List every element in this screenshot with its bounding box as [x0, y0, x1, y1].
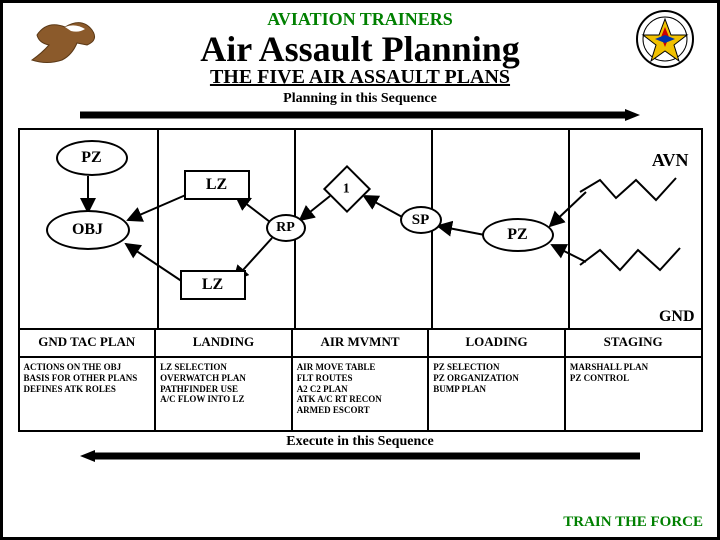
node-rp: RP: [266, 214, 306, 242]
details-row: ACTIONS ON THE OBJBASIS FOR OTHER PLANSD…: [20, 356, 701, 430]
node-label: OBJ: [72, 221, 103, 239]
footer-text: TRAIN THE FORCE: [563, 514, 703, 531]
sub-title: THE FIVE AIR ASSAULT PLANS: [3, 66, 717, 89]
node-label: 1: [331, 182, 361, 198]
col-header: AIR MVMNT: [293, 330, 430, 356]
node-pz-right: PZ: [482, 218, 554, 252]
node-lz-top: LZ: [184, 170, 250, 200]
main-title: Air Assault Planning: [3, 28, 717, 70]
execute-sequence-label: Execute in this Sequence: [3, 434, 717, 450]
col-divider: [568, 130, 570, 328]
node-sp: SP: [400, 206, 442, 234]
column-headers: GND TAC PLAN LANDING AIR MVMNT LOADING S…: [20, 330, 701, 356]
detail-cell: LZ SELECTIONOVERWATCH PLANPATHFINDER USE…: [156, 358, 293, 430]
planning-sequence-label: Planning in this Sequence: [3, 91, 717, 107]
node-one: 1: [322, 165, 370, 213]
col-header: LANDING: [156, 330, 293, 356]
detail-cell: AIR MOVE TABLEFLT ROUTESA2 C2 PLANATK A/…: [293, 358, 430, 430]
col-header: LOADING: [429, 330, 566, 356]
execute-arrow: [80, 450, 640, 462]
detail-cell: PZ SELECTIONPZ ORGANIZATIONBUMP PLAN: [429, 358, 566, 430]
node-obj: OBJ: [46, 210, 130, 250]
node-label: SP: [412, 212, 430, 229]
node-lz-bottom: LZ: [180, 270, 246, 300]
header: AVIATION TRAINERS Air Assault Planning T…: [3, 3, 717, 126]
node-label: PZ: [81, 149, 101, 167]
node-label: LZ: [206, 176, 227, 194]
avn-label: AVN: [652, 150, 689, 171]
col-header: GND TAC PLAN: [20, 330, 157, 356]
gnd-label: GND: [659, 308, 695, 326]
execute-sequence: Execute in this Sequence: [3, 434, 717, 462]
planning-arrow: [80, 109, 640, 121]
node-label: RP: [276, 220, 295, 236]
col-header: STAGING: [566, 330, 701, 356]
diagram-row: PZ OBJ LZ LZ RP 1 SP PZ AVN GND: [20, 130, 701, 330]
super-title: AVIATION TRAINERS: [3, 9, 717, 30]
node-pz-top: PZ: [56, 140, 128, 176]
col-divider: [157, 130, 159, 328]
node-label: LZ: [202, 276, 223, 294]
plan-table: PZ OBJ LZ LZ RP 1 SP PZ AVN GND GND TAC …: [18, 128, 703, 432]
detail-cell: MARSHALL PLANPZ CONTROL: [566, 358, 701, 430]
node-label: PZ: [507, 226, 527, 244]
detail-cell: ACTIONS ON THE OBJBASIS FOR OTHER PLANSD…: [20, 358, 157, 430]
